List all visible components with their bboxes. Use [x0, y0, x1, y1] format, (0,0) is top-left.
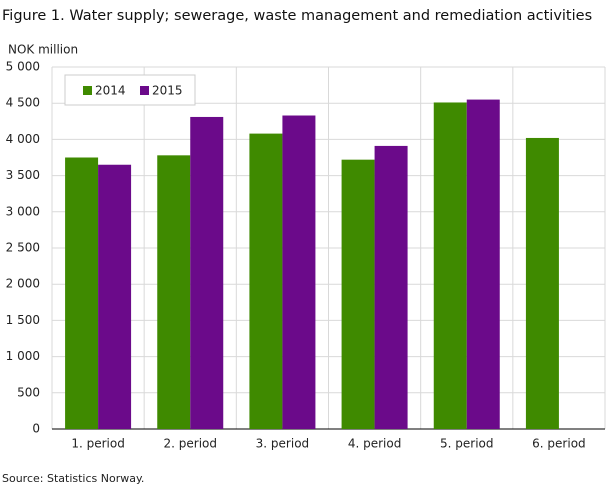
y-tick-label: 2 500 — [6, 241, 40, 255]
y-tick-label: 1 000 — [6, 349, 40, 363]
bar — [341, 159, 375, 429]
y-tick-label: 3 000 — [6, 204, 40, 218]
y-tick-label: 4 000 — [6, 132, 40, 146]
bar — [433, 102, 467, 429]
bar — [525, 137, 559, 429]
bar — [374, 145, 408, 429]
bar — [466, 99, 500, 429]
bar — [249, 133, 283, 429]
bar — [190, 116, 224, 430]
legend-swatch — [83, 86, 92, 95]
y-tick-label: 1 500 — [6, 313, 40, 327]
bar — [98, 164, 132, 430]
legend-swatch — [140, 86, 149, 95]
legend-label: 2014 — [95, 84, 126, 98]
x-tick-label: 1. period — [71, 437, 125, 451]
x-tick-label: 4. period — [348, 437, 402, 451]
x-tick-label: 2. period — [164, 437, 218, 451]
bar — [65, 157, 99, 429]
bar — [157, 155, 191, 429]
y-axis-label: NOK million — [8, 43, 78, 57]
x-tick-label: 6. period — [532, 437, 586, 451]
source: Source: Statistics Norway. — [2, 472, 144, 485]
legend-label: 2015 — [152, 84, 183, 98]
y-tick-label: 5 000 — [6, 60, 40, 74]
y-tick-label: 4 500 — [6, 96, 40, 110]
x-tick-label: 5. period — [440, 437, 494, 451]
x-tick-label: 3. period — [256, 437, 310, 451]
chart-title: Figure 1. Water supply; sewerage, waste … — [2, 8, 592, 24]
y-tick-label: 2 000 — [6, 277, 40, 291]
y-tick-label: 500 — [17, 385, 40, 399]
y-tick-label: 0 — [32, 422, 40, 436]
y-tick-label: 3 500 — [6, 168, 40, 182]
bar — [282, 115, 316, 430]
